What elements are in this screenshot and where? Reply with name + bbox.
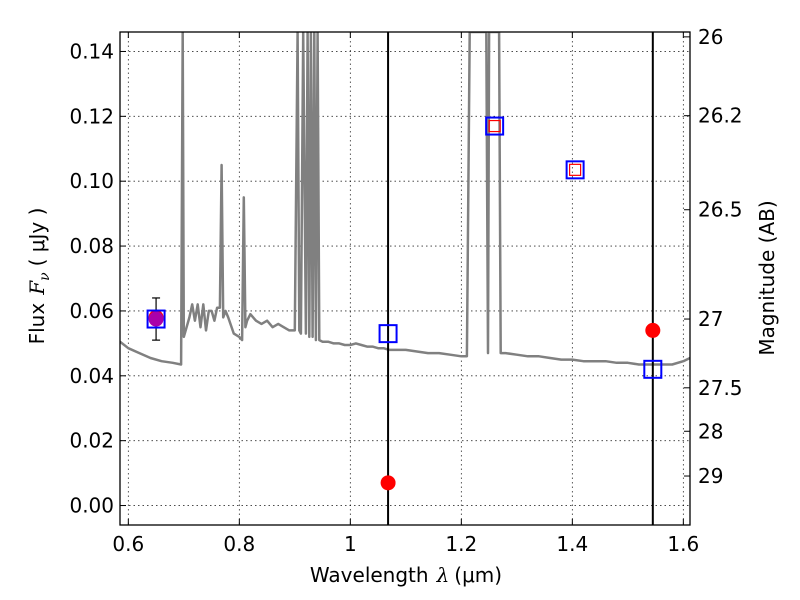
y-tick-label: 0.14 (69, 39, 114, 63)
y-tick-label: 0.02 (69, 429, 114, 453)
y2-tick-label: 28 (698, 419, 723, 443)
grid-lines (120, 32, 690, 525)
measured-flux-point (645, 322, 661, 338)
model-flux-square (565, 160, 585, 180)
y-axis-label: FluxFν( μJy ) (25, 208, 53, 345)
y2-tick-label: 27.5 (698, 376, 743, 400)
axis-ticks: 0.6 0.8 1 1.2 1.4 1.6 0.00 0.02 0.04 0.06 0.08 0.10… (69, 25, 742, 556)
x-tick-label: 1.2 (445, 532, 477, 556)
y2-tick-label: 27 (698, 307, 723, 331)
y-tick-label: 0.12 (69, 104, 114, 128)
y-tick-label: 0.00 (69, 494, 114, 518)
y2-axis-label: Magnitude (AB) (755, 200, 779, 355)
y2-tick-label: 29 (698, 464, 723, 488)
y-tick-label: 0.08 (69, 234, 114, 258)
y-tick-label: 0.04 (69, 364, 114, 388)
x-tick-label: 1 (344, 532, 357, 556)
plot-area (120, 32, 690, 525)
inner-marker-square (569, 163, 582, 176)
model-flux-square (485, 116, 505, 136)
y-tick-label: 0.10 (69, 169, 114, 193)
inner-marker-square (488, 119, 501, 133)
plot-frame (119, 31, 691, 526)
y-tick-label: 0.06 (69, 299, 114, 323)
model-sed-line (120, 32, 690, 366)
x-tick-label: 0.6 (112, 532, 144, 556)
y2-tick-label: 26 (698, 25, 723, 49)
y2-tick-label: 26.2 (698, 104, 743, 128)
x-tick-label: 1.6 (667, 532, 699, 556)
model-flux-square (643, 359, 663, 379)
x-tick-label: 1.4 (556, 532, 588, 556)
model-flux-square (378, 324, 398, 344)
x-axis-label: Wavelength λ (μm) (310, 563, 502, 587)
measured-flux-point (380, 475, 396, 491)
y2-tick-label: 26.5 (698, 198, 743, 222)
x-tick-label: 0.8 (223, 532, 255, 556)
model-flux-square (146, 309, 166, 329)
purple-point-point (148, 311, 164, 327)
